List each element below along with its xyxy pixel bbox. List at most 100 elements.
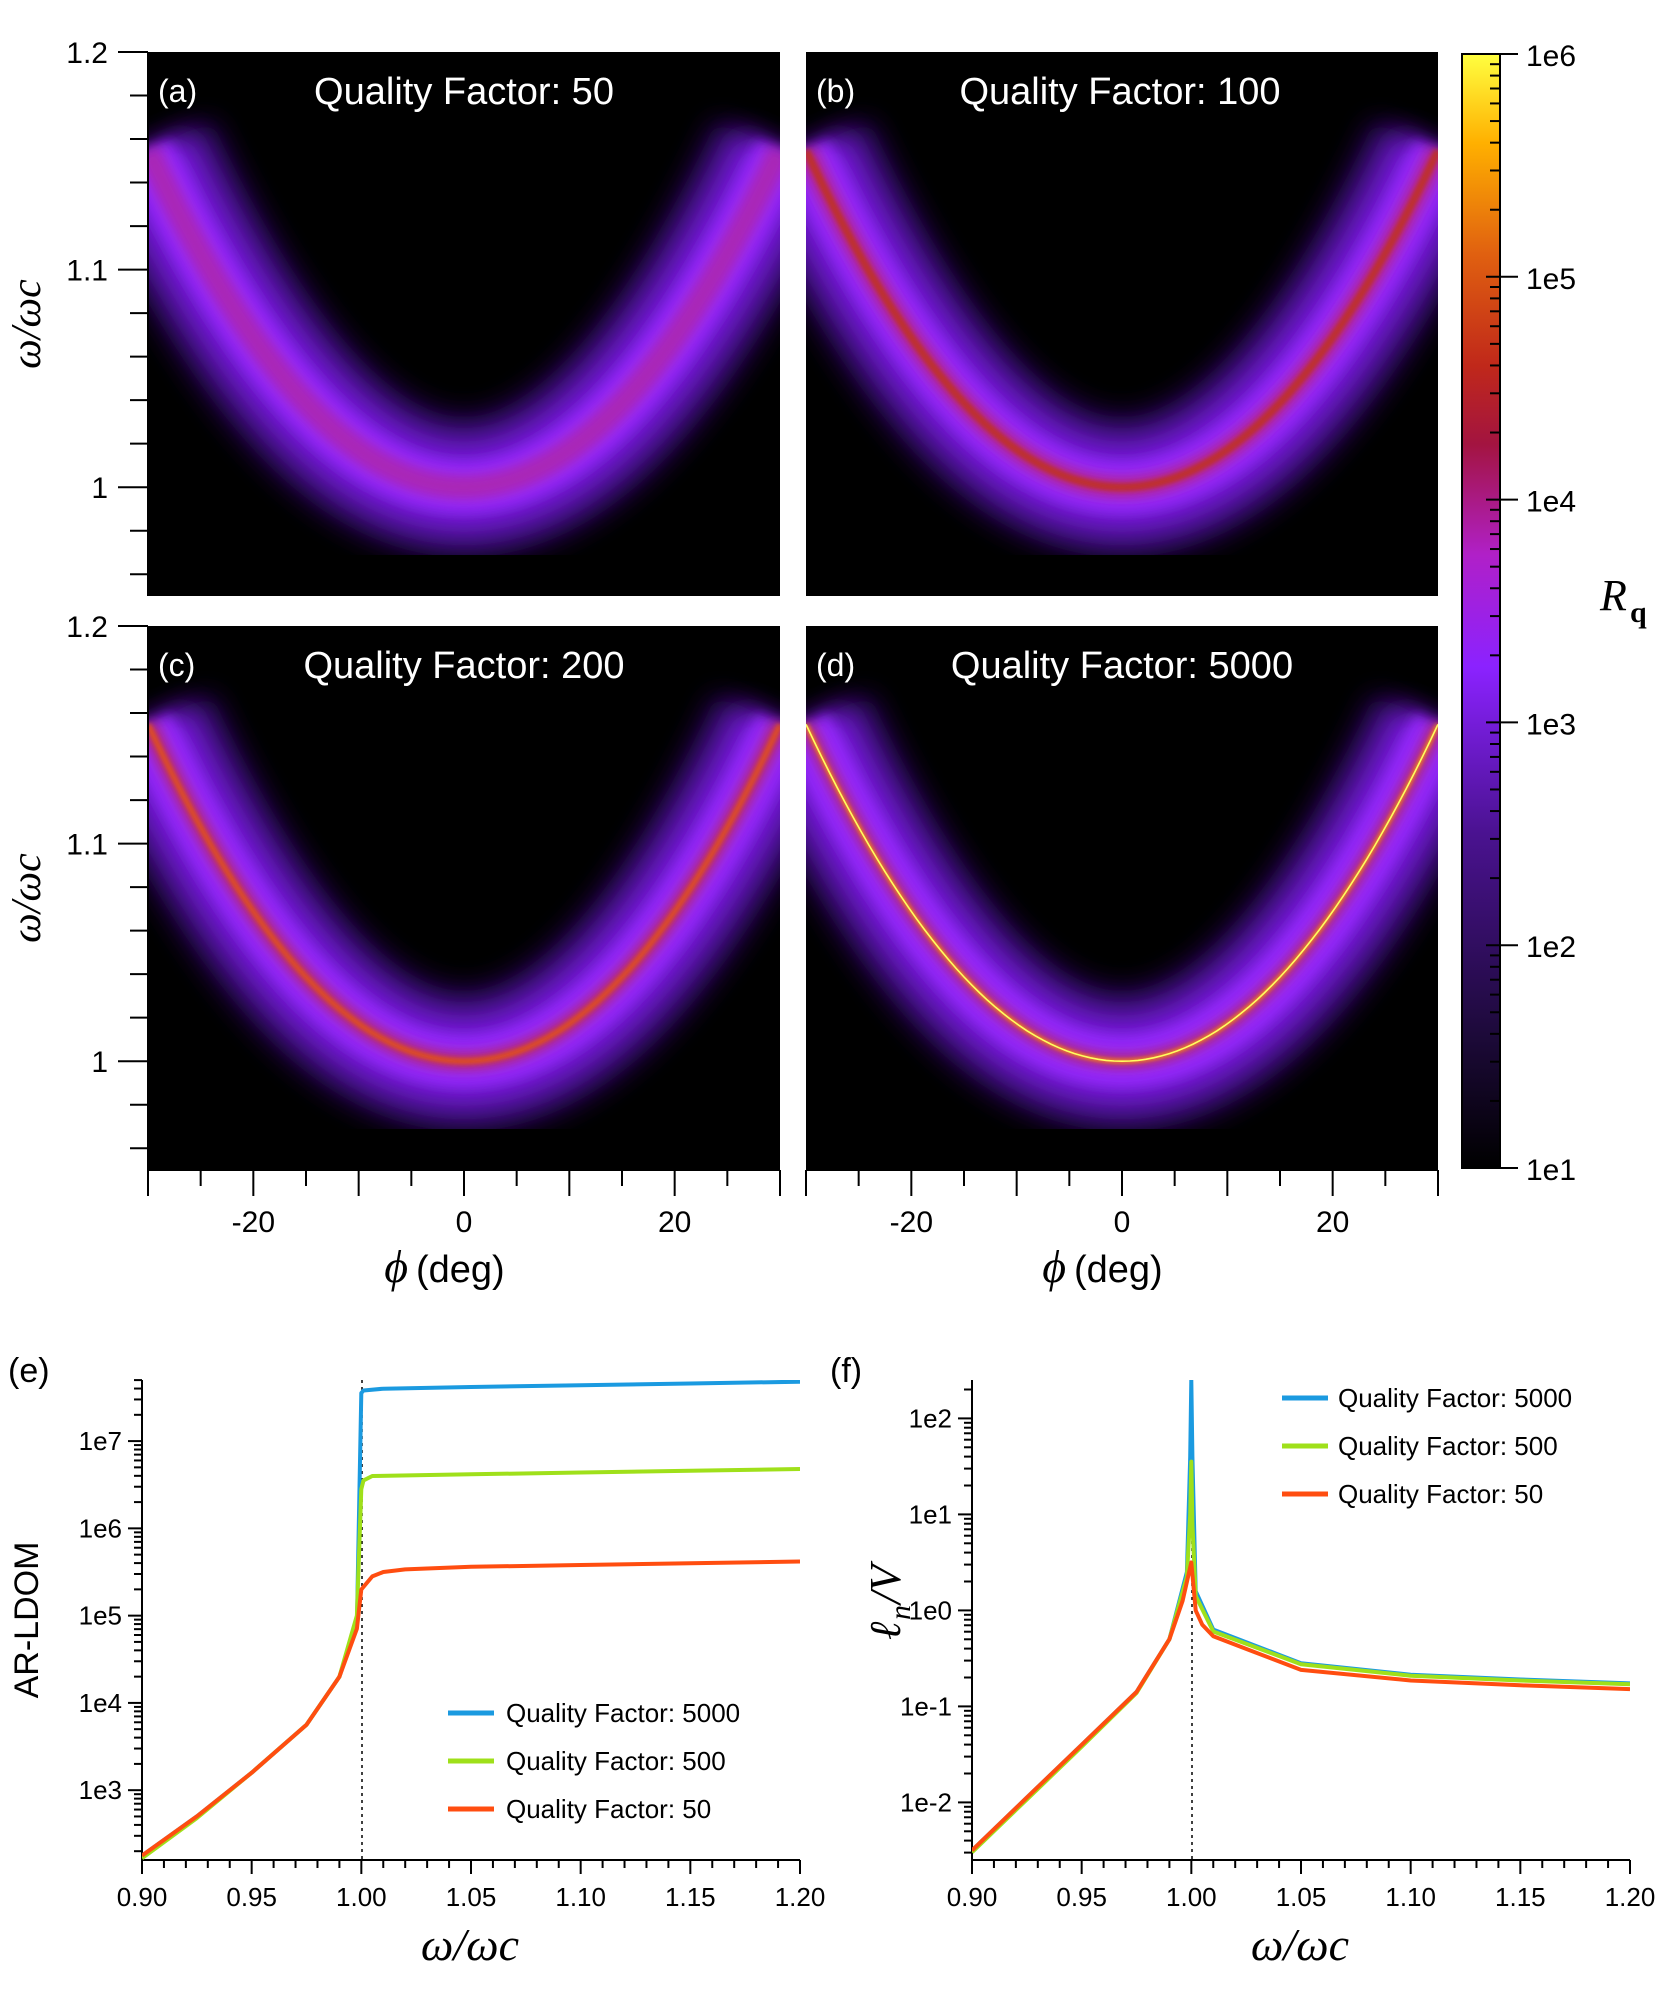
panel-tag: (a) (158, 73, 197, 109)
x-label-unit: (deg) (416, 1249, 505, 1291)
heatmap-y-label-top: ω/ωc (4, 279, 50, 369)
heatmap-panel-d: (d) Quality Factor: 5000 (806, 626, 1438, 1170)
x-tick-label: 1.00 (1166, 1882, 1217, 1912)
x-label-symbol: ϕ (1042, 1241, 1066, 1292)
y-tick-label: 1e1 (909, 1499, 952, 1529)
panel-title: Quality Factor: 200 (303, 645, 624, 687)
heatmap-panel-c: (c) Quality Factor: 200 (148, 626, 780, 1170)
x-tick-label: 1.10 (1385, 1882, 1436, 1912)
line-panel-e: (e) 0.90 0.95 1.00 1.05 1.10 1.15 1.20 1e7 1e6 1e… (8, 1352, 825, 1970)
panel-title: Quality Factor: 50 (314, 71, 614, 113)
axes-f: 0.90 0.95 1.00 1.05 1.10 1.15 1.20 1e2 1e1 1e0 1e-… (900, 1380, 1655, 1912)
panel-title: Quality Factor: 100 (959, 71, 1280, 113)
x-label-e: ω/ωc (421, 1919, 519, 1970)
resonance-curve (806, 148, 1438, 492)
colorbar-tick-label: 1e1 (1526, 1154, 1576, 1187)
series-f (972, 1380, 1630, 1854)
heatmap-x-label-left: ϕ (deg) (384, 1241, 505, 1292)
panel-tag: (e) (8, 1352, 50, 1390)
x-tick-label: 0 (456, 1206, 473, 1239)
panel-tag: (c) (158, 647, 195, 683)
series-line-500 (972, 1459, 1630, 1854)
legend-e: Quality Factor: 5000 Quality Factor: 500… (448, 1698, 740, 1824)
colorbar-label: R (1599, 571, 1627, 620)
x-tick-label: 1.20 (1605, 1882, 1656, 1912)
x-tick-label: -20 (232, 1206, 275, 1239)
legend-f: Quality Factor: 5000 Quality Factor: 500… (1282, 1383, 1572, 1509)
heatmap-bands (806, 120, 1438, 558)
y-tick-label: 1.2 (66, 37, 108, 70)
y-tick-label: 1e5 (79, 1601, 122, 1631)
heatmap-bands (148, 694, 780, 1132)
x-tick-label: 1.05 (446, 1882, 497, 1912)
y-tick-label: 1.1 (66, 255, 108, 288)
legend-label: Quality Factor: 5000 (1338, 1383, 1572, 1413)
y-tick-label: 1 (91, 1046, 108, 1079)
line-panel-f: (f) 0.90 0.95 1.00 1.05 1.10 1.15 1.20 1e2 1e1 1e… (830, 1352, 1655, 1970)
resonance-curve (148, 723, 780, 1065)
heatmap-bands (806, 694, 1438, 1132)
x-tick-label: 0.95 (1056, 1882, 1107, 1912)
legend-label: Quality Factor: 500 (506, 1746, 726, 1776)
x-tick-label: 1.20 (775, 1882, 826, 1912)
x-tick-label: 0.90 (117, 1882, 168, 1912)
y-label-tail: /V (861, 1560, 910, 1607)
legend-label: Quality Factor: 5000 (506, 1698, 740, 1728)
y-tick-label: 1e7 (79, 1426, 122, 1456)
x-label-symbol: ϕ (384, 1241, 408, 1292)
legend-label: Quality Factor: 50 (1338, 1479, 1543, 1509)
colorbar-tick-label: 1e2 (1526, 931, 1576, 964)
y-tick-label: 1e4 (79, 1688, 122, 1718)
colorbar: 1e6 1e5 1e4 1e3 1e2 1e1 R q (1461, 40, 1647, 1187)
y-tick-label: 1e-2 (900, 1787, 952, 1817)
panel-tag: (d) (816, 647, 855, 683)
y-label-sub: n (884, 1605, 917, 1620)
x-tick-label: 1.15 (1495, 1882, 1546, 1912)
y-tick-label: 1e2 (909, 1403, 952, 1433)
colorbar-tick-label: 1e5 (1526, 263, 1576, 296)
panel-title: Quality Factor: 5000 (951, 645, 1293, 687)
resonance-curve (806, 724, 1438, 1063)
legend-label: Quality Factor: 500 (1338, 1431, 1558, 1461)
y-tick-label: 1e0 (909, 1595, 952, 1625)
y-tick-label: 1.2 (66, 611, 108, 644)
x-tick-label: 1.05 (1276, 1882, 1327, 1912)
x-tick-label: 20 (1316, 1206, 1349, 1239)
y-tick-label: 1.1 (66, 829, 108, 862)
y-tick-label: 1e3 (79, 1775, 122, 1805)
heatmap-x-label-right: ϕ (deg) (1042, 1241, 1163, 1292)
x-tick-label: 1.10 (555, 1882, 606, 1912)
heatmap-y-axis-top: 1 1.1 1.2 (66, 37, 149, 596)
x-tick-label: 0.90 (947, 1882, 998, 1912)
heatmap-panel-b: (b) Quality Factor: 100 (806, 52, 1438, 596)
colorbar-gradient (1461, 53, 1501, 1169)
y-tick-label: 1e6 (79, 1513, 122, 1543)
heatmap-x-axis-left: -20 0 20 (147, 1169, 781, 1239)
x-label-unit: (deg) (1074, 1249, 1163, 1291)
colorbar-tick-label: 1e6 (1526, 40, 1576, 73)
colorbar-ticks: 1e6 1e5 1e4 1e3 1e2 1e1 (1486, 40, 1576, 1187)
x-tick-label: 0.95 (226, 1882, 277, 1912)
series-line-5000 (142, 1380, 800, 1858)
x-tick-label: 0 (1114, 1206, 1131, 1239)
y-tick-label: 1e-1 (900, 1691, 952, 1721)
colorbar-tick-label: 1e3 (1526, 708, 1576, 741)
y-label-f: ℓ n /V (861, 1560, 917, 1640)
y-tick-label: 1 (91, 472, 108, 505)
heatmap-x-axis-right: -20 0 20 (805, 1169, 1439, 1239)
panel-tag: (b) (816, 73, 855, 109)
legend-label: Quality Factor: 50 (506, 1794, 711, 1824)
x-tick-label: 20 (658, 1206, 691, 1239)
x-tick-label: -20 (890, 1206, 933, 1239)
y-label-main: ℓ (861, 1621, 910, 1640)
axes-e: 0.90 0.95 1.00 1.05 1.10 1.15 1.20 1e7 1e6 1e5 1e4… (79, 1379, 826, 1912)
x-tick-label: 1.15 (665, 1882, 716, 1912)
heatmap-y-axis-bottom: 1 1.1 1.2 (66, 611, 149, 1170)
series-line-50 (142, 1559, 800, 1858)
heatmap-panel-a: (a) Quality Factor: 50 (148, 52, 780, 596)
colorbar-label-sub: q (1630, 596, 1647, 629)
y-label-e: AR-LDOM (8, 1542, 46, 1699)
series-line-50 (972, 1560, 1630, 1852)
colorbar-tick-label: 1e4 (1526, 486, 1576, 519)
